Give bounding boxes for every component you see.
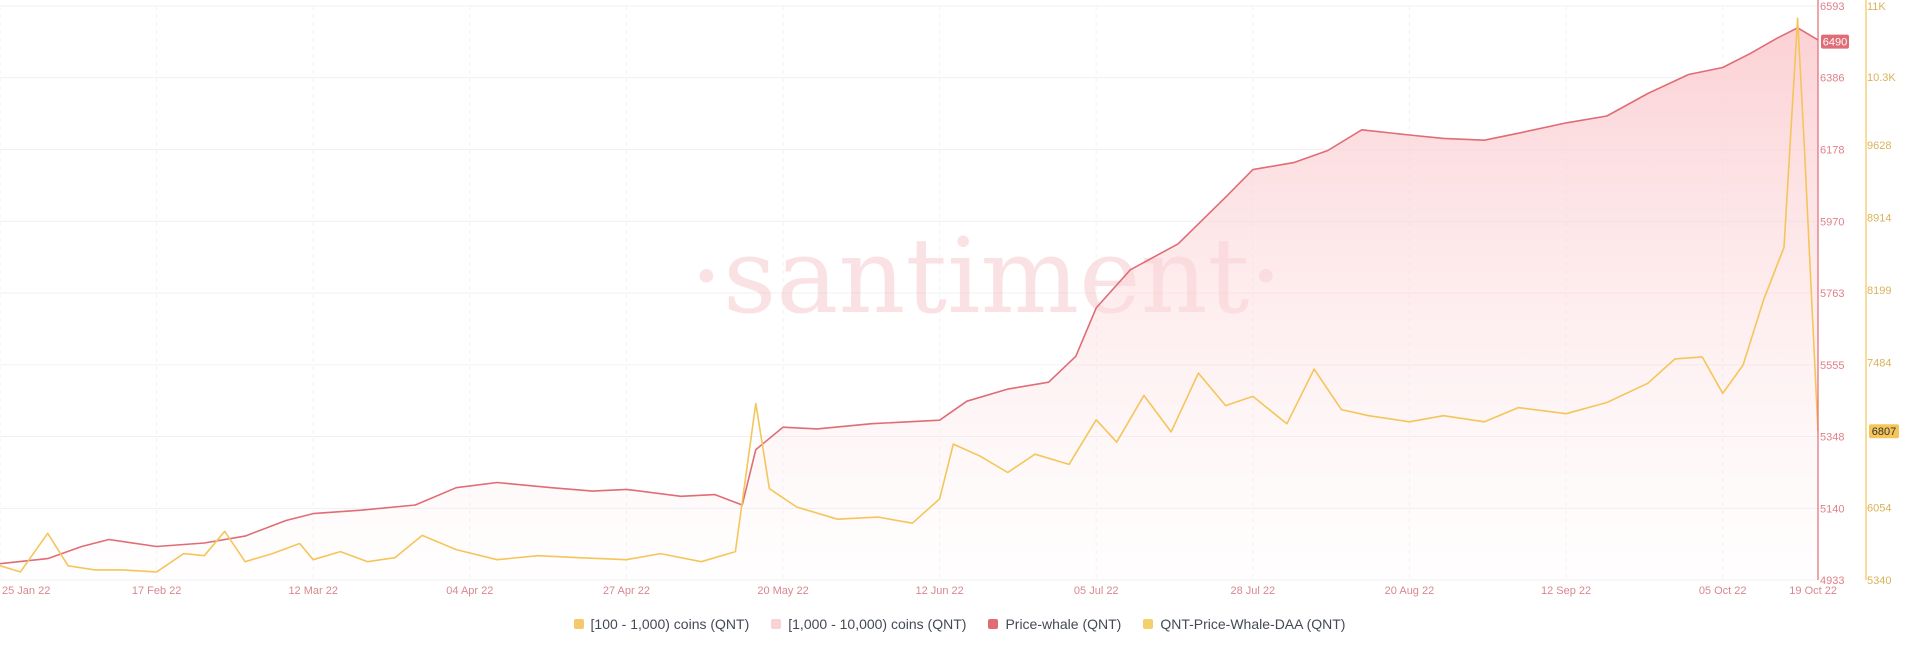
y-right-tick-label: 7484 [1867,358,1891,370]
axes [1817,0,1867,580]
y-left-tick-label: 5348 [1820,432,1844,444]
area-fills [0,27,1818,581]
y-left-tick-label: 6593 [1820,1,1844,13]
legend-swatch-icon [573,619,584,629]
value-badge [1869,424,1899,439]
value-badges: 6490 6807 [1821,34,1899,439]
value-badge-label: 6807 [1872,426,1896,438]
legend-label: [1,000 - 10,000) coins (QNT) [788,616,967,632]
y-right-tick-label: 8199 [1867,285,1891,297]
series-area [0,27,1818,581]
value-badge-label: 6490 [1823,37,1847,49]
y-left-tick-label: 5970 [1820,216,1844,228]
y-right-tick-label: 8914 [1867,213,1891,225]
legend-item[interactable]: Price-whale (QNT) [988,616,1121,632]
legend-swatch-icon [771,619,782,629]
x-tick-label: 19 Oct 22 [1789,585,1837,597]
x-tick-label: 25 Jan 22 [2,585,50,597]
y-right-tick-label: 5340 [1867,575,1891,587]
y-left-tick-label: 6386 [1820,73,1844,85]
x-tick-label: 05 Oct 22 [1699,585,1747,597]
series-lines [0,17,1819,573]
series-line[interactable] [0,17,1819,573]
x-tick-label: 20 May 22 [757,585,808,597]
legend-label: Price-whale (QNT) [1005,616,1122,632]
legend-swatch-icon [1143,619,1154,629]
x-tick-label: 12 Jun 22 [915,585,963,597]
tick-labels: 6593 6386 6178 5970 5763 5555 5348 5140 4933 11K 1… [2,1,1896,597]
y-right-tick-label: 9628 [1867,140,1891,152]
series-line[interactable] [0,27,1819,565]
x-tick-label: 28 Jul 22 [1231,585,1276,597]
legend-item[interactable]: QNT-Price-Whale-DAA (QNT) [1143,616,1345,632]
legend-label: [100 - 1,000) coins (QNT) [590,616,750,632]
y-left-tick-label: 6178 [1820,145,1844,157]
y-left-tick-label: 4933 [1820,575,1844,587]
legend-swatch-icon [988,619,999,629]
y-right-tick-label: 11K [1867,1,1886,13]
x-tick-label: 20 Aug 22 [1385,585,1435,597]
legend-label: QNT-Price-Whale-DAA (QNT) [1160,616,1346,632]
x-tick-label: 12 Sep 22 [1541,585,1591,597]
x-tick-label: 17 Feb 22 [132,585,182,597]
x-tick-label: 12 Mar 22 [288,585,338,597]
legend-item[interactable]: [100 - 1,000) coins (QNT) [573,616,750,632]
y-right-tick-label: 6054 [1867,503,1891,515]
y-left-tick-label: 5140 [1820,503,1844,515]
y-right-tick-label: 10.3K [1867,72,1896,84]
x-tick-label: 27 Apr 22 [603,585,650,597]
value-badge [1821,34,1849,49]
x-tick-label: 05 Jul 22 [1074,585,1119,597]
legend-item[interactable]: [1,000 - 10,000) coins (QNT) [771,616,966,632]
x-tick-label: 04 Apr 22 [446,585,493,597]
y-left-tick-label: 5555 [1820,360,1844,372]
chart-legend: [100 - 1,000) coins (QNT) [1,000 - 10,00… [0,616,1919,632]
y-left-tick-label: 5763 [1820,288,1844,300]
